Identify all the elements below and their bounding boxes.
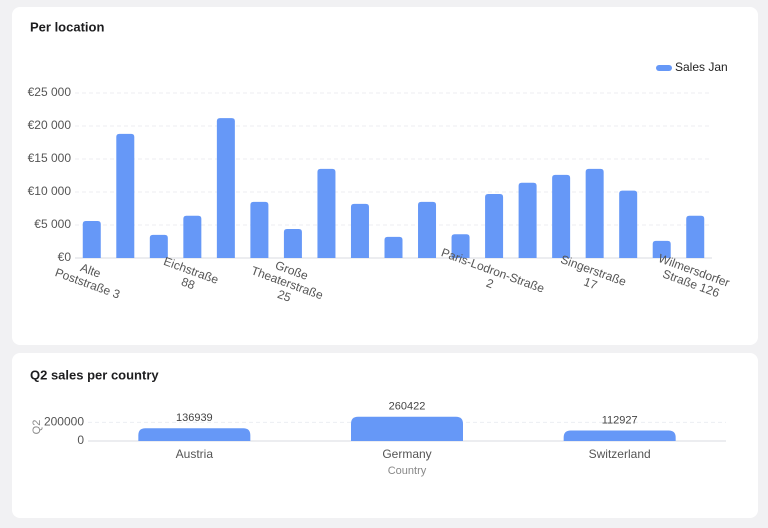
- x-axis-label: Country: [388, 465, 427, 477]
- legend-label: Sales Jan: [675, 60, 728, 74]
- value-label: 112927: [602, 414, 638, 426]
- bar: [552, 174, 571, 258]
- x-tick-label: Austria: [176, 447, 214, 461]
- bar: [652, 240, 671, 258]
- chart-title: Q2 sales per country: [30, 367, 159, 382]
- bar: [619, 190, 638, 258]
- bar: [82, 221, 101, 258]
- value-label: 260422: [389, 401, 426, 413]
- bar: [351, 416, 463, 441]
- value-label: 136939: [176, 412, 213, 424]
- x-tick-label: Germany: [382, 447, 431, 461]
- y-tick-label: 0: [77, 433, 84, 447]
- bar: [451, 234, 470, 258]
- bar: [485, 193, 504, 258]
- x-tick-label: Singerstraße 17: [554, 252, 631, 302]
- bar: [686, 215, 705, 258]
- bar: [283, 228, 302, 258]
- y-tick-label: €25 000: [28, 85, 72, 99]
- bar: [518, 182, 537, 258]
- bar: [418, 201, 437, 258]
- x-tick-label: Große Theaterstraße 25: [245, 251, 333, 316]
- label-line: 88: [179, 275, 197, 293]
- x-tick-label: Switzerland: [589, 447, 651, 461]
- bar: [138, 428, 251, 441]
- bar: [585, 168, 604, 258]
- y-tick-label: €10 000: [28, 184, 72, 198]
- bar: [317, 168, 336, 258]
- x-tick-label: Wilmersdorfer Straße 126: [652, 251, 735, 303]
- label-line: 25: [276, 287, 294, 305]
- y-axis-label: Q2: [31, 420, 43, 435]
- x-tick-label: Eichstraße 88: [157, 254, 223, 300]
- y-tick-label: €20 000: [28, 118, 72, 132]
- chart-title: Per location: [30, 19, 104, 34]
- bar: [350, 203, 369, 258]
- legend-swatch: [656, 65, 672, 71]
- label-line: 2: [484, 276, 495, 292]
- label-line: 17: [582, 275, 600, 293]
- bar: [183, 215, 202, 258]
- y-tick-label: €15 000: [28, 151, 72, 165]
- bar: [149, 234, 168, 258]
- y-tick-label: €5 000: [34, 217, 71, 231]
- bar: [116, 133, 135, 258]
- bar: [216, 118, 235, 258]
- y-tick-label: €0: [58, 250, 72, 264]
- bar: [250, 201, 269, 258]
- card: [12, 7, 758, 345]
- y-tick-label: 200000: [44, 415, 84, 429]
- bar: [384, 236, 403, 258]
- bar: [563, 430, 676, 441]
